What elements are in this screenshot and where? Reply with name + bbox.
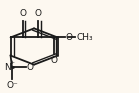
Text: CH₃: CH₃ <box>77 33 93 42</box>
Text: O: O <box>20 9 27 18</box>
Text: +: + <box>10 60 15 65</box>
Text: O: O <box>66 33 73 42</box>
Text: O: O <box>27 63 33 72</box>
Text: O: O <box>35 9 42 18</box>
Text: O: O <box>50 56 57 65</box>
Text: O⁻: O⁻ <box>6 81 18 90</box>
Text: N: N <box>5 63 11 72</box>
